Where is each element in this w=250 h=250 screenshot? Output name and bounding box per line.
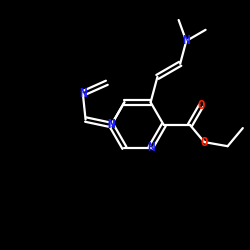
Text: N: N	[147, 141, 154, 154]
Text: O: O	[198, 99, 205, 112]
Text: N: N	[108, 118, 115, 132]
Text: N: N	[79, 87, 86, 100]
Text: N: N	[182, 34, 190, 48]
Text: N: N	[108, 118, 115, 132]
Text: O: O	[200, 136, 208, 148]
